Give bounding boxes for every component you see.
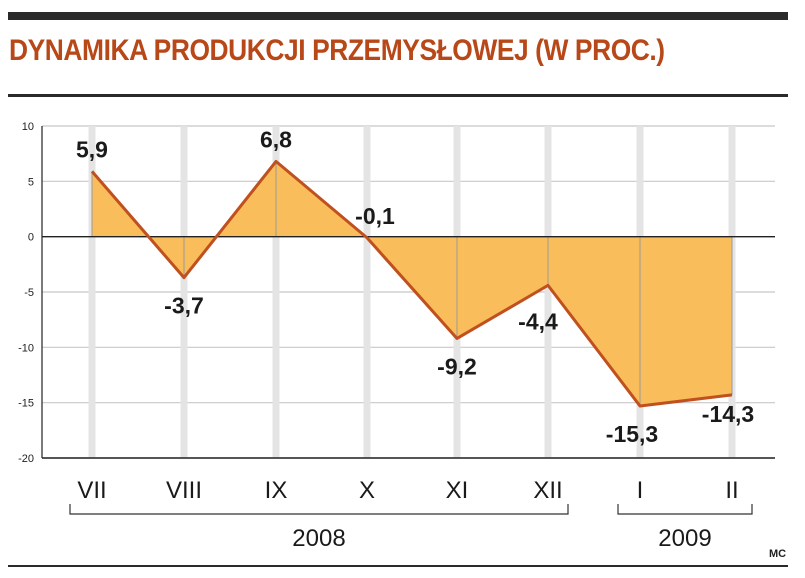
year-bracket (69, 504, 569, 515)
y-tick-label: -20 (18, 453, 34, 465)
x-tick-label: X (359, 477, 375, 504)
data-label: 5,9 (76, 136, 108, 162)
x-tick-label: II (725, 477, 738, 504)
y-tick-label: 5 (28, 176, 34, 188)
y-tick-label: 0 (28, 232, 34, 244)
data-label: 6,8 (260, 126, 292, 152)
data-label: -15,3 (606, 421, 658, 447)
data-label: -4,4 (518, 308, 558, 334)
x-tick-label: VIII (166, 477, 202, 504)
top-rule (8, 12, 788, 20)
x-tick-label: XII (533, 477, 562, 504)
y-tick-label: 10 (22, 121, 34, 133)
credit-text: MC (769, 548, 787, 560)
x-tick-label: I (637, 477, 644, 504)
x-tick-label: XI (446, 477, 469, 504)
data-label: -0,1 (355, 203, 395, 229)
area-fill (92, 161, 732, 406)
year-label: 2008 (292, 525, 345, 552)
x-tick-label: IX (265, 477, 288, 504)
data-label: -3,7 (164, 293, 204, 319)
bottom-rule (8, 565, 788, 567)
series-line (90, 159, 733, 408)
y-tick-label: -15 (18, 398, 34, 410)
y-tick-label: -5 (24, 287, 34, 299)
title-rule (8, 94, 788, 97)
data-label: -14,3 (702, 401, 754, 427)
year-bracket (617, 504, 753, 515)
year-label: 2009 (658, 525, 711, 552)
chart-title: DYNAMIKA PRODUKCJI PRZEMYSŁOWEJ (W PROC.… (9, 34, 665, 67)
y-tick-label: -10 (18, 342, 34, 354)
data-label: -9,2 (437, 353, 477, 379)
x-tick-label: VII (77, 477, 106, 504)
